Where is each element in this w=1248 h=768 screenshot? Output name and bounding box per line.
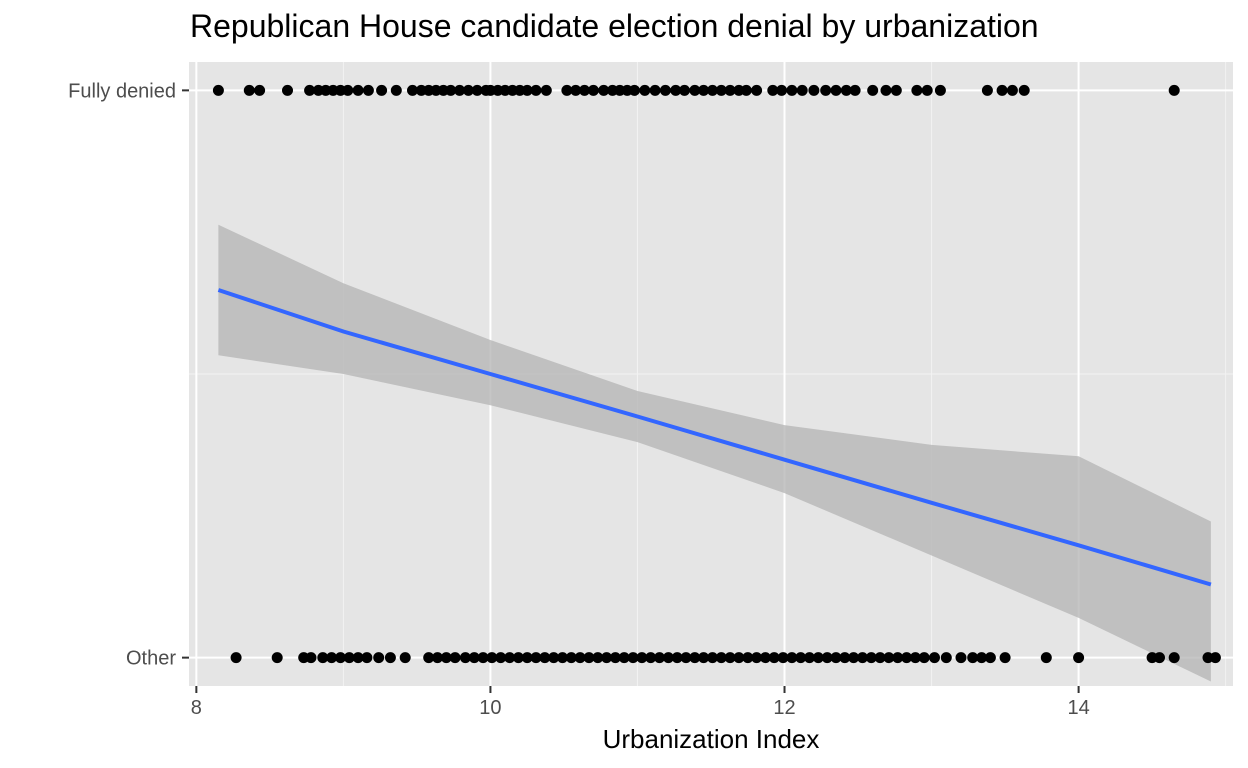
y-tick-label: Fully denied	[68, 80, 176, 102]
data-point	[231, 652, 242, 663]
data-point	[244, 85, 255, 96]
x-tick-label: 8	[191, 697, 202, 719]
data-point	[776, 85, 787, 96]
data-point	[911, 85, 922, 96]
data-point	[272, 652, 283, 663]
data-point	[919, 652, 930, 663]
data-point	[376, 85, 387, 96]
data-point	[306, 652, 317, 663]
data-point	[881, 85, 892, 96]
data-point	[935, 85, 946, 96]
data-point	[1019, 85, 1030, 96]
data-point	[1007, 85, 1018, 96]
data-point	[1169, 85, 1180, 96]
data-point	[1210, 652, 1221, 663]
data-point	[361, 652, 372, 663]
data-point	[254, 85, 265, 96]
x-tick-label: 10	[479, 697, 501, 719]
data-point	[808, 85, 819, 96]
x-axis-title: Urbanization Index	[603, 724, 820, 754]
data-point	[629, 85, 640, 96]
data-point	[985, 652, 996, 663]
data-point	[891, 85, 902, 96]
data-point	[541, 85, 552, 96]
data-point	[1000, 652, 1011, 663]
data-point	[353, 85, 364, 96]
data-point	[373, 652, 384, 663]
data-point	[956, 652, 967, 663]
data-point	[282, 85, 293, 96]
data-point	[1154, 652, 1165, 663]
data-point	[922, 85, 933, 96]
x-tick-label: 12	[773, 697, 795, 719]
y-tick-label: Other	[126, 648, 176, 670]
data-point	[639, 85, 650, 96]
data-point	[1169, 652, 1180, 663]
data-point	[391, 85, 402, 96]
data-point	[820, 85, 831, 96]
data-point	[797, 85, 808, 96]
data-point	[400, 652, 411, 663]
data-point	[213, 85, 224, 96]
data-point	[450, 652, 461, 663]
data-point	[342, 85, 353, 96]
data-point	[867, 85, 878, 96]
data-point	[531, 85, 542, 96]
data-point	[850, 85, 861, 96]
data-point	[588, 85, 599, 96]
data-point	[786, 85, 797, 96]
data-point	[751, 85, 762, 96]
data-point	[650, 85, 661, 96]
data-point	[660, 85, 671, 96]
x-tick-label: 14	[1067, 697, 1089, 719]
data-point	[929, 652, 940, 663]
data-point	[831, 85, 842, 96]
data-point	[741, 85, 752, 96]
data-point	[679, 85, 690, 96]
data-point	[1041, 652, 1052, 663]
data-point	[997, 85, 1008, 96]
data-point	[1073, 652, 1084, 663]
data-point	[941, 652, 952, 663]
data-point	[363, 85, 374, 96]
data-point	[385, 652, 396, 663]
data-point	[982, 85, 993, 96]
